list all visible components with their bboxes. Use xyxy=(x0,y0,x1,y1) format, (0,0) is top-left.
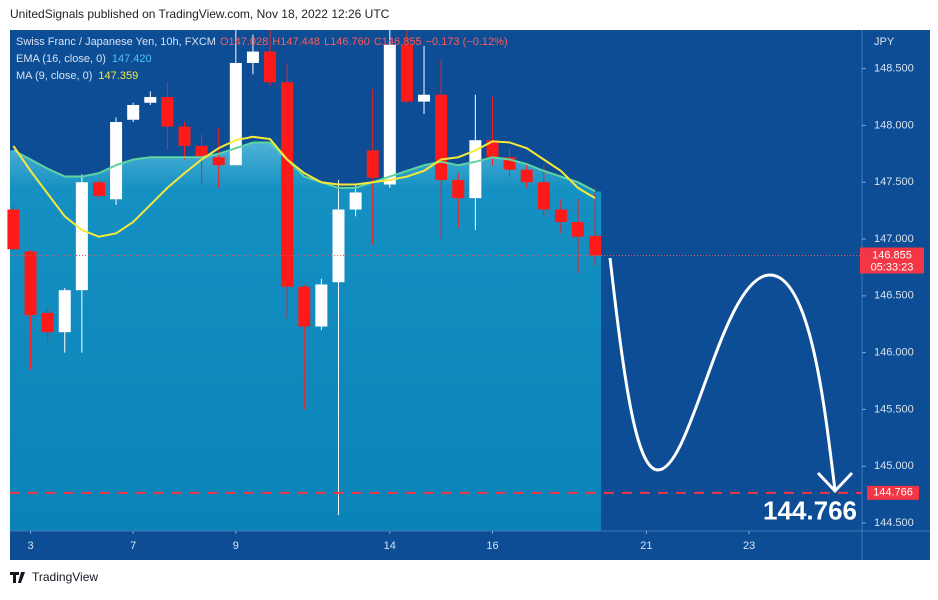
last-price-badge xyxy=(860,247,924,274)
candle-body xyxy=(178,126,191,146)
candle-body xyxy=(383,44,396,185)
x-tick-label: 23 xyxy=(743,540,755,552)
y-tick-label: 145.000 xyxy=(874,460,914,472)
legend-name: MA (9, close, 0) xyxy=(16,70,92,82)
legend-ohlc: O147.028 xyxy=(220,36,268,48)
candle-body xyxy=(212,157,225,166)
x-tick-label: 3 xyxy=(27,540,33,552)
candle-body xyxy=(246,51,259,63)
candle-body xyxy=(332,209,345,283)
candle-body xyxy=(315,284,328,327)
y-tick-label: 147.000 xyxy=(874,233,914,245)
candle-body xyxy=(486,140,499,158)
legend-value: 147.359 xyxy=(98,70,138,82)
legend-ohlc: C146.855 xyxy=(374,36,422,48)
ma-area xyxy=(10,142,602,531)
target-badge xyxy=(867,485,919,500)
target-big-label: 144.766 xyxy=(763,496,857,526)
projection-arrowhead xyxy=(816,471,854,494)
candle-body xyxy=(469,140,482,199)
y-tick-label: 145.500 xyxy=(874,403,914,415)
candle-body xyxy=(400,44,413,102)
candle-body xyxy=(520,169,533,183)
candle-body xyxy=(298,286,311,327)
y-tick-label: 146.500 xyxy=(874,290,914,302)
candle-body xyxy=(195,145,208,158)
y-tick-label: 148.500 xyxy=(874,63,914,75)
ma-line xyxy=(12,141,596,193)
target-axis-label: 144.766 xyxy=(873,487,913,499)
candle-body xyxy=(537,182,550,210)
candle-body xyxy=(452,179,465,199)
candle-body xyxy=(589,235,602,256)
candle-body xyxy=(572,221,584,237)
candle-body xyxy=(264,51,277,83)
footer-brand: TradingView xyxy=(32,570,98,584)
candle-body xyxy=(418,94,431,102)
x-tick-label: 7 xyxy=(130,540,136,552)
candle-body xyxy=(58,290,71,333)
currency-label: JPY xyxy=(874,36,895,48)
ma-line xyxy=(12,135,596,238)
legend-value: 147.420 xyxy=(112,53,152,65)
legend-title-row: Swiss Franc / Japanese Yen, 10h, FXCM O14… xyxy=(16,36,508,48)
candle-body xyxy=(127,104,140,120)
y-tick-label: 144.500 xyxy=(874,517,914,529)
legend-ohlc: H147.448 xyxy=(272,36,320,48)
legend-title: Swiss Franc / Japanese Yen, 10h, FXCM xyxy=(16,36,216,48)
candle-body xyxy=(75,182,88,291)
candle-body xyxy=(24,251,37,316)
candle-body xyxy=(349,192,362,210)
y-tick-label: 148.000 xyxy=(874,119,914,131)
plot-area xyxy=(7,30,602,531)
countdown-label: 05:33:23 xyxy=(871,261,914,273)
candle-body xyxy=(92,182,105,196)
x-tick-label: 9 xyxy=(233,540,239,552)
legend-ohlc: L146.760 xyxy=(324,36,370,48)
candle-body xyxy=(281,82,294,287)
candle-body xyxy=(41,312,54,333)
y-tick-label: 146.000 xyxy=(874,347,914,359)
candle-body xyxy=(7,209,20,250)
last-price-label: 146.855 xyxy=(872,249,912,261)
x-tick-label: 16 xyxy=(486,540,498,552)
legend-row: EMA (16, close, 0) 147.420 xyxy=(16,53,152,65)
legend-name: EMA (16, close, 0) xyxy=(16,53,106,65)
header: UnitedSignals published on TradingView.c… xyxy=(10,7,390,21)
candle-body xyxy=(554,209,567,222)
x-tick-label: 14 xyxy=(384,540,396,552)
x-tick-label: 21 xyxy=(640,540,652,552)
footer-logo xyxy=(10,572,25,583)
legend-ohlc: −0.173 (−0.12%) xyxy=(426,36,508,48)
candle-body xyxy=(110,122,123,200)
candle-body xyxy=(435,94,448,180)
candle-body xyxy=(161,97,174,127)
legend-row: MA (9, close, 0) 147.359 xyxy=(16,70,138,82)
projection-path xyxy=(608,257,837,491)
candle-body xyxy=(366,150,379,178)
y-tick-label: 147.500 xyxy=(874,176,914,188)
candle-body xyxy=(144,97,157,103)
